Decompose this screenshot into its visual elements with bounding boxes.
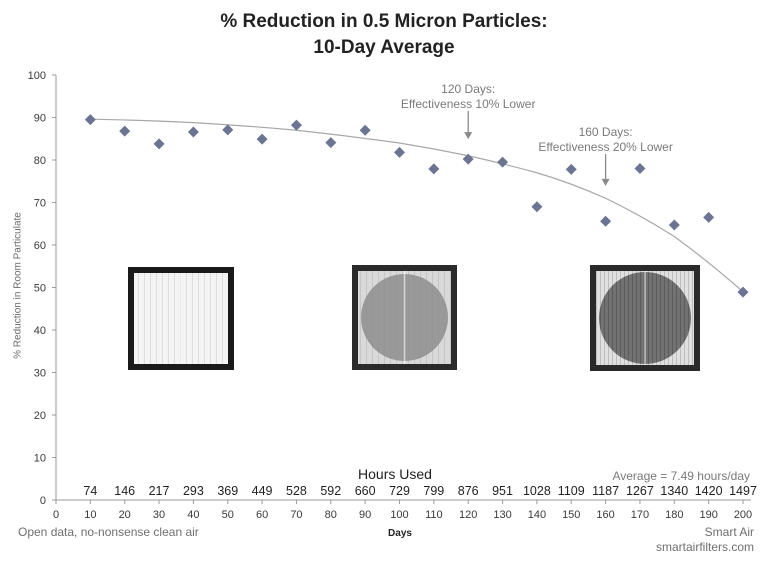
- x-tick-label: 110: [425, 509, 443, 521]
- hours-used-label: 1187: [592, 484, 619, 498]
- hours-used-label: 1340: [660, 484, 688, 498]
- new-filter-photo: [128, 267, 234, 370]
- data-point: [187, 126, 199, 138]
- annotation-arrowhead: [464, 132, 473, 140]
- hours-used-label: 951: [492, 484, 513, 498]
- y-axis-label: % Reduction in Room Particulate: [12, 212, 24, 359]
- footer-brand: Smart Air: [704, 525, 754, 539]
- data-point: [600, 215, 612, 227]
- y-tick-label: 0: [40, 495, 46, 507]
- annotation-text: 160 Days:: [579, 125, 633, 139]
- x-tick-label: 150: [562, 509, 580, 521]
- data-point: [428, 163, 440, 175]
- dirty-filter-photo: [590, 265, 700, 371]
- hours-used-label: 1267: [626, 484, 654, 498]
- hours-used-label: 660: [355, 484, 376, 498]
- data-point: [394, 146, 405, 158]
- annotation-text: Effectiveness 20% Lower: [538, 140, 673, 154]
- annotation-arrowhead: [601, 178, 610, 186]
- x-tick-label: 50: [222, 509, 234, 521]
- hours-used-label: 876: [458, 484, 479, 498]
- annotation-2: 160 Days:Effectiveness 20% Lower: [538, 125, 673, 186]
- data-point: [737, 286, 749, 298]
- chart-title-line2: 10-Day Average: [313, 37, 455, 58]
- data-point: [290, 119, 302, 131]
- y-tick-label: 30: [34, 368, 46, 380]
- hours-used-label: 592: [320, 484, 341, 498]
- x-tick-label: 90: [359, 509, 371, 521]
- hours-used-label: 1109: [558, 484, 585, 498]
- data-point: [531, 201, 543, 213]
- hours-used-title: Hours Used: [358, 466, 432, 482]
- hours-used-label: 1028: [523, 484, 551, 498]
- data-point: [153, 138, 165, 150]
- y-tick-label: 80: [34, 155, 46, 167]
- hours-used-label: 1497: [729, 484, 757, 498]
- x-tick-label: 0: [53, 509, 59, 521]
- y-tick-label: 60: [34, 240, 46, 252]
- x-tick-label: 170: [631, 509, 649, 521]
- hours-used-label: 369: [217, 484, 238, 498]
- data-point: [668, 219, 680, 231]
- x-tick-label: 190: [699, 509, 717, 521]
- y-tick-label: 70: [34, 198, 46, 210]
- hours-used-label: 729: [389, 484, 410, 498]
- y-tick-label: 40: [34, 325, 46, 337]
- footer-website: smartairfilters.com: [655, 540, 754, 554]
- average-note: Average = 7.49 hours/day: [612, 469, 750, 483]
- y-tick-label: 10: [34, 453, 46, 465]
- x-tick-label: 200: [734, 509, 752, 521]
- hours-used-label: 528: [286, 484, 307, 498]
- y-tick-label: 90: [34, 113, 46, 125]
- data-point: [462, 153, 474, 165]
- x-tick-label: 160: [596, 509, 614, 521]
- x-tick-label: 120: [459, 509, 477, 521]
- footer-tagline: Open data, no-nonsense clean air: [18, 525, 199, 539]
- y-tick-label: 20: [34, 410, 46, 422]
- data-point: [256, 133, 268, 145]
- hours-used-label: 293: [183, 484, 204, 498]
- data-point: [119, 125, 131, 137]
- x-tick-label: 80: [325, 509, 337, 521]
- data-point: [325, 137, 337, 149]
- x-tick-label: 40: [187, 509, 199, 521]
- data-point: [359, 124, 371, 136]
- hours-used-label: 1420: [695, 484, 723, 498]
- x-tick-label: 130: [493, 509, 511, 521]
- annotation-text: 120 Days:: [441, 82, 495, 96]
- hours-used-label: 74: [83, 484, 97, 498]
- chart-title-line1: % Reduction in 0.5 Micron Particles:: [220, 11, 548, 32]
- data-point: [634, 163, 646, 174]
- x-tick-label: 100: [390, 509, 408, 521]
- hours-used-label: 449: [252, 484, 273, 498]
- x-tick-label: 140: [528, 509, 546, 521]
- used-filter-photo: [352, 265, 457, 370]
- data-point: [565, 163, 577, 175]
- data-point: [497, 156, 509, 168]
- annotation-text: Effectiveness 10% Lower: [401, 97, 536, 111]
- data-point: [222, 124, 234, 136]
- data-point: [84, 114, 96, 126]
- x-tick-label: 180: [665, 509, 683, 521]
- y-tick-label: 50: [34, 283, 46, 295]
- data-point: [703, 211, 715, 223]
- hours-used-label: 799: [423, 484, 444, 498]
- annotation-1: 120 Days:Effectiveness 10% Lower: [401, 82, 536, 140]
- x-axis-label: Days: [388, 528, 412, 539]
- x-tick-label: 10: [84, 509, 96, 521]
- y-tick-label: 100: [28, 70, 46, 82]
- hours-used-label: 146: [114, 484, 135, 498]
- hours-used-label: 217: [149, 484, 170, 498]
- x-tick-label: 70: [290, 509, 302, 521]
- x-tick-label: 30: [153, 509, 165, 521]
- x-tick-label: 20: [119, 509, 131, 521]
- x-tick-label: 60: [256, 509, 268, 521]
- trend-line: [90, 118, 744, 293]
